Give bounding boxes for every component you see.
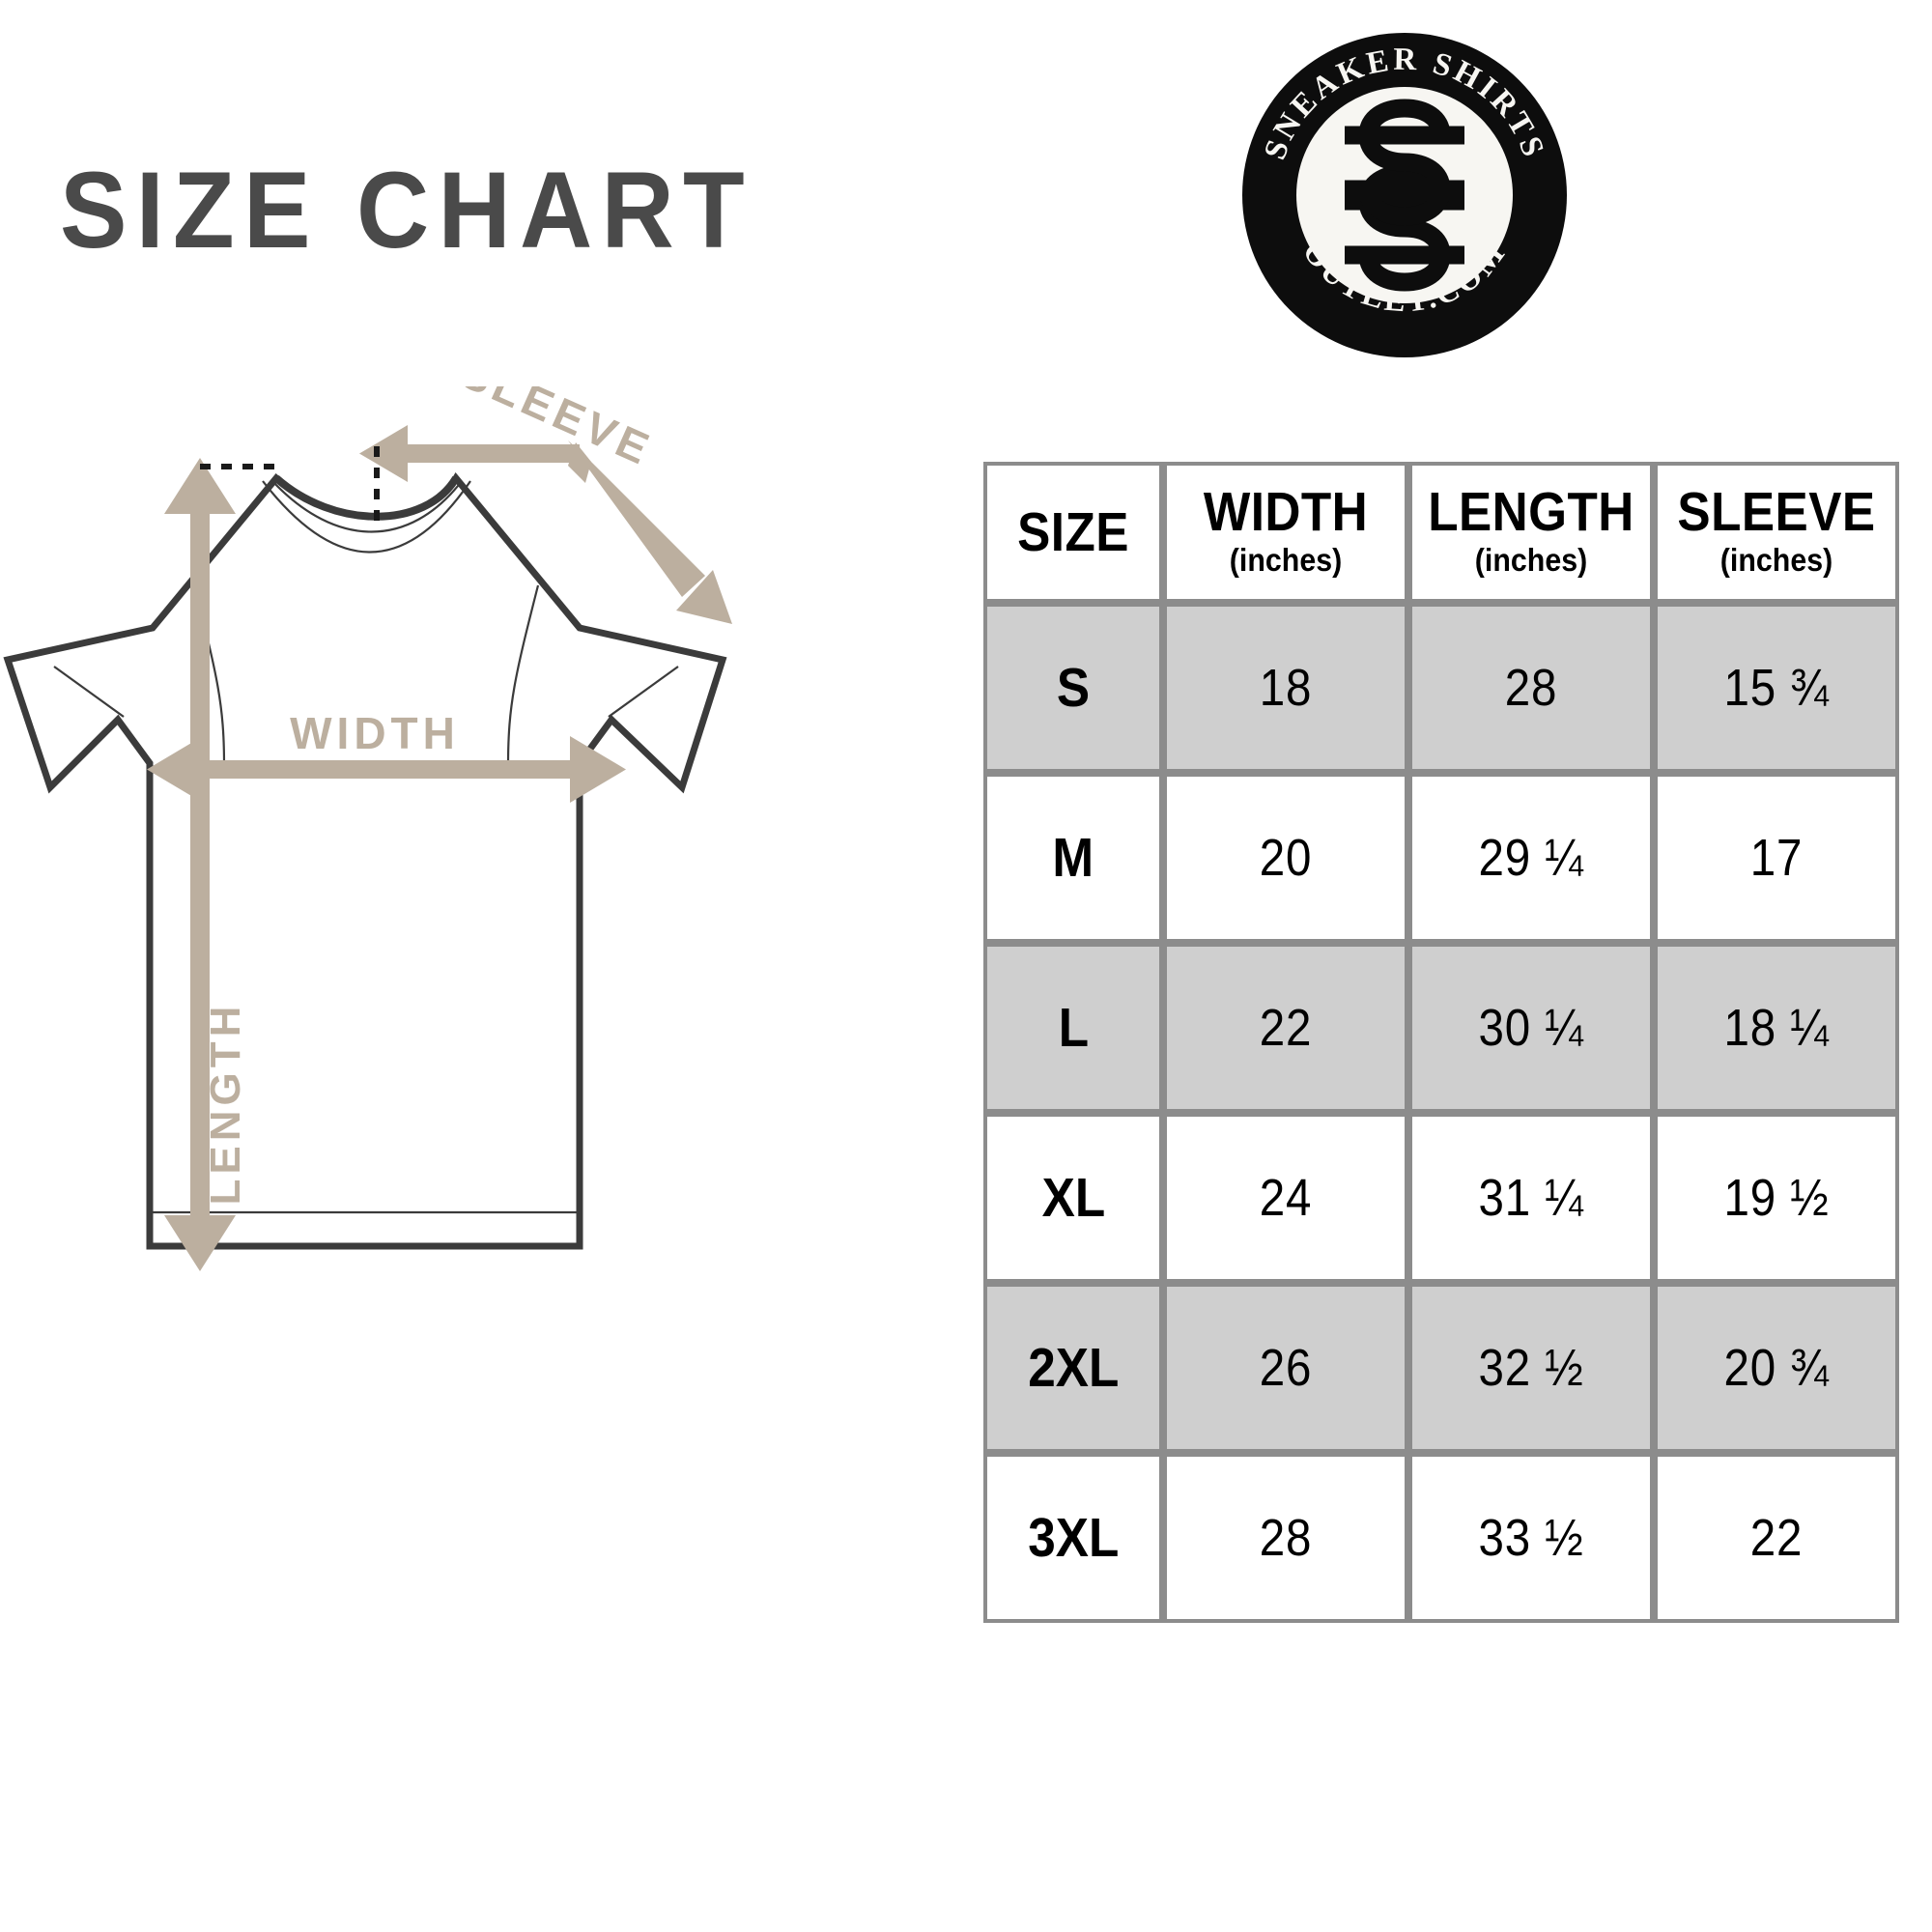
cell-length: 32 ½ xyxy=(1408,1283,1654,1453)
header-sleeve-label: SLEEVE xyxy=(1677,481,1876,544)
header-sleeve-units: (inches) xyxy=(1719,542,1833,579)
header-cell-sleeve: SLEEVE (inches) xyxy=(1654,462,1899,603)
cell-size: L xyxy=(983,943,1163,1113)
header-width-label: WIDTH xyxy=(1203,481,1369,544)
shirt-outline xyxy=(3,471,727,1250)
size-value: XL xyxy=(1041,1167,1105,1229)
cell-width: 18 xyxy=(1163,603,1408,773)
sleeve-measure-arrow xyxy=(359,425,732,624)
sleeve-value: 17 xyxy=(1749,829,1804,887)
size-chart-table: SIZE WIDTH (inches) LENGTH (inches) SLEE… xyxy=(983,462,1899,1623)
table-row: M 20 29 ¼ 17 xyxy=(983,773,1899,943)
cell-width: 24 xyxy=(1163,1113,1408,1283)
cell-size: 3XL xyxy=(983,1453,1163,1623)
sleeve-value: 20 ¾ xyxy=(1723,1339,1830,1397)
cell-width: 26 xyxy=(1163,1283,1408,1453)
length-value: 29 ¼ xyxy=(1478,829,1584,887)
size-value: M xyxy=(1052,827,1094,889)
cell-size: XL xyxy=(983,1113,1163,1283)
width-value: 28 xyxy=(1259,1509,1313,1567)
cell-size: 2XL xyxy=(983,1283,1163,1453)
header-cell-size: SIZE xyxy=(983,462,1163,603)
cell-length: 29 ¼ xyxy=(1408,773,1654,943)
width-label: WIDTH xyxy=(290,708,460,758)
cell-width: 20 xyxy=(1163,773,1408,943)
length-label: LENGTH xyxy=(202,1002,249,1206)
size-value: L xyxy=(1058,997,1089,1059)
header-cell-length: LENGTH (inches) xyxy=(1408,462,1654,603)
width-value: 24 xyxy=(1259,1169,1313,1227)
length-value: 33 ½ xyxy=(1478,1509,1584,1567)
length-value: 31 ¼ xyxy=(1478,1169,1584,1227)
length-measure-arrow xyxy=(164,458,236,1271)
cell-sleeve: 19 ½ xyxy=(1654,1113,1899,1283)
cell-width: 28 xyxy=(1163,1453,1408,1623)
header-size-label: SIZE xyxy=(1017,500,1129,563)
cell-sleeve: 20 ¾ xyxy=(1654,1283,1899,1453)
table-header-row: SIZE WIDTH (inches) LENGTH (inches) SLEE… xyxy=(983,462,1899,603)
cell-length: 33 ½ xyxy=(1408,1453,1654,1623)
length-value: 30 ¼ xyxy=(1478,999,1584,1057)
length-value: 32 ½ xyxy=(1478,1339,1584,1397)
table-row: 3XL 28 33 ½ 22 xyxy=(983,1453,1899,1623)
header-length-units: (inches) xyxy=(1474,542,1588,579)
header-cell-width: WIDTH (inches) xyxy=(1163,462,1408,603)
sleeve-value: 19 ½ xyxy=(1723,1169,1830,1227)
cell-length: 30 ¼ xyxy=(1408,943,1654,1113)
width-value: 20 xyxy=(1259,829,1313,887)
brand-logo: SNEAKER SHIRTS OUTLET.COM xyxy=(1238,29,1571,361)
width-measure-arrow xyxy=(147,736,626,803)
sleeve-value: 15 ¾ xyxy=(1723,659,1830,717)
sleeve-value: 18 ¼ xyxy=(1723,999,1830,1057)
cell-width: 22 xyxy=(1163,943,1408,1113)
cell-length: 28 xyxy=(1408,603,1654,773)
table-row: L 22 30 ¼ 18 ¼ xyxy=(983,943,1899,1113)
width-value: 26 xyxy=(1259,1339,1313,1397)
width-value: 18 xyxy=(1259,659,1313,717)
logo-monogram xyxy=(1345,99,1464,292)
table-row: XL 24 31 ¼ 19 ½ xyxy=(983,1113,1899,1283)
width-value: 22 xyxy=(1259,999,1313,1057)
size-value: 2XL xyxy=(1027,1337,1120,1399)
header-length-label: LENGTH xyxy=(1428,481,1634,544)
t-shirt-measurement-diagram: LENGTH WIDTH SLEEVE xyxy=(0,386,773,1642)
cell-size: M xyxy=(983,773,1163,943)
cell-size: S xyxy=(983,603,1163,773)
sleeve-value: 22 xyxy=(1749,1509,1804,1567)
table-row: S 18 28 15 ¾ xyxy=(983,603,1899,773)
cell-length: 31 ¼ xyxy=(1408,1113,1654,1283)
size-value: 3XL xyxy=(1027,1507,1120,1569)
length-value: 28 xyxy=(1504,659,1558,717)
cell-sleeve: 18 ¼ xyxy=(1654,943,1899,1113)
cell-sleeve: 15 ¾ xyxy=(1654,603,1899,773)
cell-sleeve: 22 xyxy=(1654,1453,1899,1623)
table-row: 2XL 26 32 ½ 20 ¾ xyxy=(983,1283,1899,1453)
size-value: S xyxy=(1056,657,1091,719)
header-width-units: (inches) xyxy=(1229,542,1343,579)
page-title: SIZE CHART xyxy=(60,150,753,270)
cell-sleeve: 17 xyxy=(1654,773,1899,943)
